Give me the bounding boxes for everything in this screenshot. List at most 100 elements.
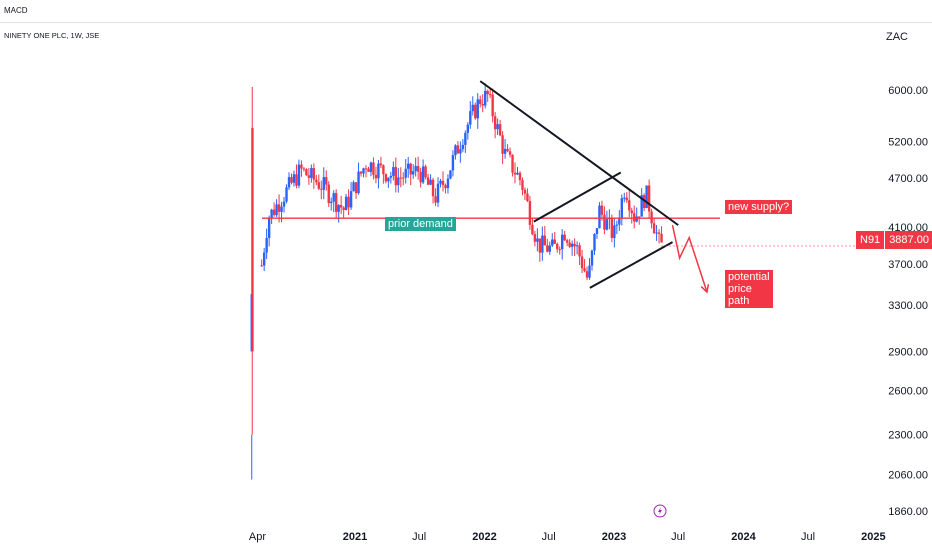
candle-body (531, 224, 534, 235)
candle-body (543, 235, 547, 246)
candle-body (516, 172, 519, 175)
candle-body (553, 239, 556, 244)
candle-body (630, 210, 633, 214)
candle-body (300, 164, 303, 169)
candle-body (270, 209, 273, 219)
candle-body (511, 154, 514, 173)
candle-body (637, 216, 641, 218)
candle-body (446, 178, 450, 189)
candle-body (302, 168, 306, 170)
y-tick-label: 1860.00 (888, 506, 928, 518)
candle-body (618, 218, 621, 225)
candle-body (588, 265, 591, 278)
candle-body (436, 183, 440, 203)
candle-body (647, 185, 651, 212)
y-tick-label: 3700.00 (888, 259, 928, 271)
x-tick-label: Jul (671, 531, 685, 543)
candle-body (459, 149, 462, 154)
candle-body (310, 168, 313, 178)
candle-body (426, 177, 430, 185)
candle-body (260, 265, 263, 267)
candle-body (295, 174, 298, 186)
candle-body (344, 196, 348, 211)
candle-body (352, 182, 355, 192)
candle-body (633, 213, 636, 222)
candle-body (434, 196, 437, 203)
candle-body (513, 172, 517, 175)
new-supply-label[interactable]: new supply? (725, 200, 793, 214)
x-tick-label: 2025 (861, 531, 885, 543)
candle-body (466, 124, 470, 133)
candle-body (312, 168, 316, 180)
candle-body (518, 172, 522, 181)
candle-body (506, 148, 509, 152)
candle-body (251, 127, 254, 352)
candle-body (461, 144, 465, 150)
candle-body (488, 94, 492, 96)
candle-body (491, 94, 494, 117)
candle-body (439, 180, 442, 184)
candle-body (526, 193, 529, 202)
currency-label: ZAC (886, 31, 908, 43)
candle-body (598, 205, 601, 229)
candle-body (394, 167, 398, 186)
x-tick-label: 2024 (731, 531, 756, 543)
candle-body (315, 179, 318, 183)
candle-body (287, 177, 291, 188)
candle-body (625, 197, 628, 201)
indicator-tab-macd[interactable]: MACD (4, 6, 28, 15)
price-tag-symbol: N91 (856, 231, 886, 249)
y-tick-label: 2300.00 (888, 430, 928, 442)
candle-body (369, 162, 373, 172)
candle-body (493, 116, 497, 130)
candle-body (267, 218, 271, 238)
channel-bottom-line[interactable] (589, 241, 674, 289)
candle-body (414, 166, 417, 172)
candle-body (332, 193, 335, 202)
candle-body (262, 252, 266, 266)
candle-body (285, 187, 288, 202)
candle-body (374, 174, 378, 179)
candle-body (503, 148, 507, 154)
candle-body (454, 145, 457, 156)
candle-body (496, 124, 499, 130)
candle-body (508, 151, 512, 155)
last-price-tag: N91 3887.00 (856, 231, 932, 249)
candle-body (339, 205, 343, 208)
candle-body (275, 204, 278, 216)
potential-path-label[interactable]: potential price path (725, 270, 773, 308)
candle-body (379, 163, 383, 166)
x-tick-label: Apr (249, 531, 266, 543)
candle-body (362, 168, 365, 174)
candle-body (573, 243, 576, 247)
candle-body (387, 177, 390, 182)
candle-body (551, 239, 554, 246)
candle-body (655, 232, 658, 234)
candle-body (556, 243, 559, 250)
candle-body (397, 177, 400, 186)
candle-body (265, 237, 268, 253)
potential-path-line[interactable] (671, 224, 708, 293)
candle-body (484, 90, 487, 106)
candle-body (595, 228, 599, 234)
candle-body (615, 224, 619, 226)
candle-body (305, 169, 308, 176)
candle-body (389, 175, 393, 178)
candle-body (533, 234, 537, 242)
candle-body (282, 201, 286, 207)
prior-demand-label[interactable]: prior demand (385, 217, 456, 231)
channel-top-line[interactable] (533, 171, 622, 223)
upper-trendline[interactable] (479, 80, 679, 226)
candle-body (536, 238, 539, 242)
indicator-bar: MACD (0, 0, 932, 23)
candle-body (640, 195, 643, 217)
candle-body (441, 180, 445, 186)
candle-body (320, 188, 323, 190)
y-tick-label: 6000.00 (888, 85, 928, 97)
candle-body (456, 145, 460, 154)
x-tick-label: 2023 (602, 531, 626, 543)
candle-body (372, 162, 375, 175)
candle-body (652, 223, 656, 234)
x-tick-label: 2021 (343, 531, 367, 543)
